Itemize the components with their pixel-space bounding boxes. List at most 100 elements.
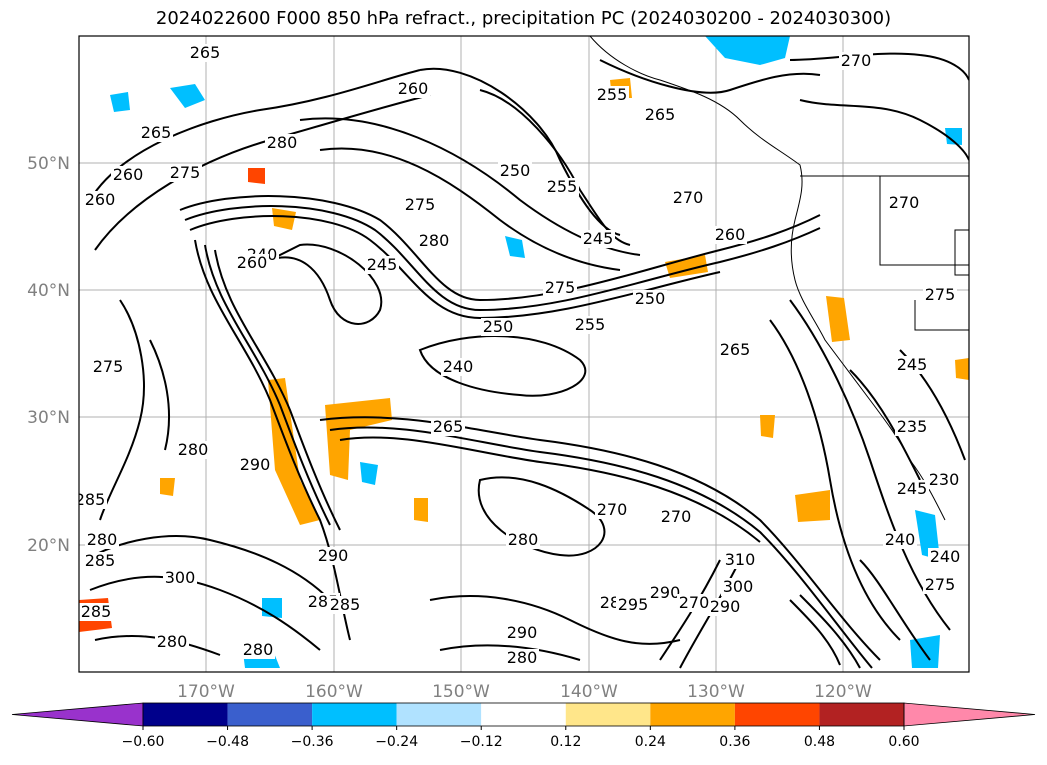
contour-label: 260 xyxy=(113,165,144,184)
contour-label-bg xyxy=(643,106,677,124)
colorbar-segments xyxy=(11,702,1036,727)
contour-label-bg xyxy=(241,641,275,659)
contour-label: 260 xyxy=(715,225,746,244)
contour-label-bg xyxy=(188,44,222,62)
contour-line xyxy=(789,52,969,81)
contour-label: 230 xyxy=(929,470,960,489)
contour-label-bg xyxy=(396,80,430,98)
contour-label: 300 xyxy=(723,577,754,596)
lon-label-140w: 140°W xyxy=(560,682,618,702)
colorbar-tick-label: −0.12 xyxy=(460,734,503,750)
colorbar-segment xyxy=(734,703,820,726)
contour-label-bg xyxy=(91,358,125,376)
contour-label-bg xyxy=(718,341,752,359)
contour-label-bg xyxy=(155,633,189,651)
contour-label: 270 xyxy=(841,51,872,70)
contour-label-bg xyxy=(671,189,705,207)
contour-label: 270 xyxy=(679,593,710,612)
colorbar-tick-label: 0.24 xyxy=(635,734,666,750)
contour-label: 280 xyxy=(419,231,450,250)
contour-label: 275 xyxy=(405,195,436,214)
contour-line xyxy=(149,339,171,451)
contour-label: 270 xyxy=(597,500,628,519)
contour-line xyxy=(789,299,951,631)
contour-label: 255 xyxy=(597,85,628,104)
contour-line xyxy=(429,595,681,645)
contour-label: 280 xyxy=(157,632,188,651)
contour-label: 255 xyxy=(547,177,578,196)
positive-patch xyxy=(414,498,428,522)
contour-label: 250 xyxy=(635,289,666,308)
contour-label: 240 xyxy=(885,530,916,549)
colorbar-extend-low xyxy=(11,702,144,727)
contour-label-bg xyxy=(139,124,173,142)
contour-label: 270 xyxy=(889,193,920,212)
colorbar-segment xyxy=(227,703,313,726)
contour-label: 280 xyxy=(267,133,298,152)
contour-label: 285 xyxy=(330,595,361,614)
contour-label: 280 xyxy=(243,640,274,659)
contour-label-bg xyxy=(923,286,957,304)
colorbar-segment xyxy=(312,703,397,726)
colorbar-segment xyxy=(481,703,566,726)
contour-label-bg xyxy=(895,480,929,498)
contour-line xyxy=(269,243,383,325)
colorbar-tick-label: 0.12 xyxy=(550,734,581,750)
contour-line xyxy=(184,205,821,312)
colorbar-extend-high xyxy=(903,702,1036,727)
contour-label: 275 xyxy=(170,163,201,182)
contour-label-bg xyxy=(505,649,539,667)
colorbar-tick-label: −0.24 xyxy=(375,734,418,750)
positive-patch xyxy=(826,296,850,342)
contour-label-bg xyxy=(648,584,682,602)
contour-label-bg xyxy=(545,178,579,196)
colorbar-segment xyxy=(396,703,482,726)
contour-label: 265 xyxy=(720,340,751,359)
lat-label-30n: 30°N xyxy=(27,408,70,428)
contour-label-bg xyxy=(895,418,929,436)
contour-label-bg xyxy=(721,578,755,596)
lon-label-160w: 160°W xyxy=(305,682,363,702)
contour-line xyxy=(99,299,145,521)
contour-label-bg xyxy=(883,531,917,549)
lat-label-20n: 20°N xyxy=(27,536,70,556)
contour-line xyxy=(194,239,351,641)
contour-label-bg xyxy=(316,547,350,565)
contour-label-bg xyxy=(659,508,693,526)
contour-line xyxy=(418,335,587,397)
border-line xyxy=(954,229,969,276)
lon-label-130w: 130°W xyxy=(687,682,745,702)
contour-line xyxy=(599,59,821,94)
contour-line xyxy=(799,594,861,669)
contour-label-bg xyxy=(431,418,465,436)
contour-label: 290 xyxy=(710,597,741,616)
contour-label-bg xyxy=(417,232,451,250)
contour-label-bg xyxy=(111,166,145,184)
contour-label-bg xyxy=(723,551,757,569)
contour-label-bg xyxy=(365,256,399,274)
negative-patch xyxy=(505,236,525,258)
contour-line xyxy=(339,436,761,543)
contour-line xyxy=(849,369,921,481)
contour-line xyxy=(179,195,821,302)
positive-patch xyxy=(160,478,175,496)
contour-label: 290 xyxy=(240,455,271,474)
contour-line xyxy=(859,559,931,661)
contour-line xyxy=(84,535,331,601)
contour-label: 245 xyxy=(897,355,928,374)
contour-label: 245 xyxy=(367,255,398,274)
contour-label-bg xyxy=(595,501,629,519)
contour-label-bg xyxy=(168,164,202,182)
contour-label-bg xyxy=(238,456,272,474)
contour-line xyxy=(789,599,841,666)
contour-label-bg xyxy=(83,191,117,209)
contour-label: 275 xyxy=(925,285,956,304)
contour-label: 250 xyxy=(500,161,531,180)
contour-label: 260 xyxy=(237,253,268,272)
contour-line xyxy=(769,319,901,641)
contour-label-bg xyxy=(265,134,299,152)
contour-label: 285 xyxy=(75,490,106,509)
contour-label-bg xyxy=(506,531,540,549)
contour-line xyxy=(204,244,331,526)
contour-label: 280 xyxy=(507,648,538,667)
